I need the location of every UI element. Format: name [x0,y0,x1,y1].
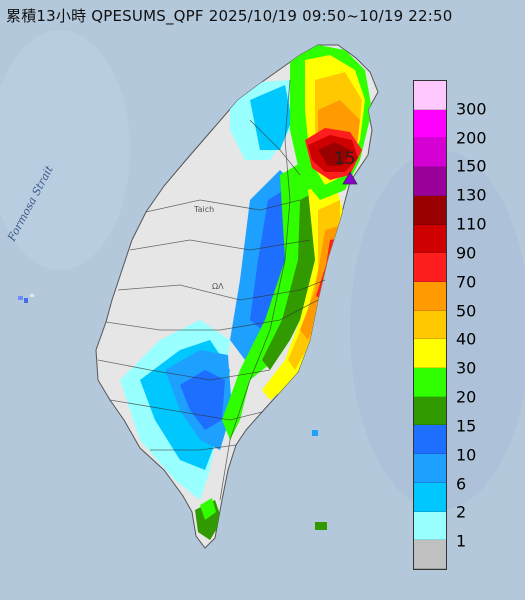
legend-label: 50 [456,301,477,321]
max-rainfall-marker [342,171,358,185]
legend-swatch [414,195,446,225]
legend-label: 6 [456,474,467,494]
legend-label: 40 [456,329,477,349]
legend-label: 2 [456,502,467,522]
legend-label: 70 [456,272,477,292]
legend-label: 130 [456,185,487,205]
orchid-island [315,522,327,530]
legend-label: 90 [456,243,477,263]
legend-swatch [414,368,446,397]
legend-swatch [414,81,446,110]
legend-label: 15 [456,416,477,436]
taichung-label: Taich [193,205,214,214]
legend-labels: 300 200 150 130 110 90 70 50 40 30 20 15 10 6 2 1 [456,80,516,570]
legend-swatch [414,540,446,569]
sea-texture [0,30,130,270]
legend-swatch [414,396,446,426]
county-boundaries [97,79,326,501]
legend-label: 20 [456,387,477,407]
green-island [312,430,318,436]
legend-swatch [414,253,446,282]
legend-swatch [414,167,446,196]
legend-swatch [414,281,446,311]
legend-label: 200 [456,128,487,148]
legend-label: 30 [456,358,477,378]
legend-swatch [414,138,446,168]
legend-label: 10 [456,445,477,465]
legend-label: 110 [456,214,487,234]
legend-swatch [414,511,446,541]
legend-swatch [414,224,446,254]
penghu-islands [18,294,34,303]
mid-label: ΩΛ [212,282,224,291]
legend-swatch [414,109,446,139]
max-value-label: 15 [334,149,356,169]
legend-label: 150 [456,156,487,176]
color-legend [413,80,447,570]
legend-label: 300 [456,99,487,119]
legend-swatch [414,425,446,455]
legend-swatch [414,339,446,369]
legend-swatch [414,310,446,340]
legend-swatch [414,454,446,483]
legend-label: 1 [456,531,467,551]
legend-swatch [414,482,446,512]
map-title: 累積13小時 QPESUMS_QPF 2025/10/19 09:50~10/1… [6,6,453,25]
